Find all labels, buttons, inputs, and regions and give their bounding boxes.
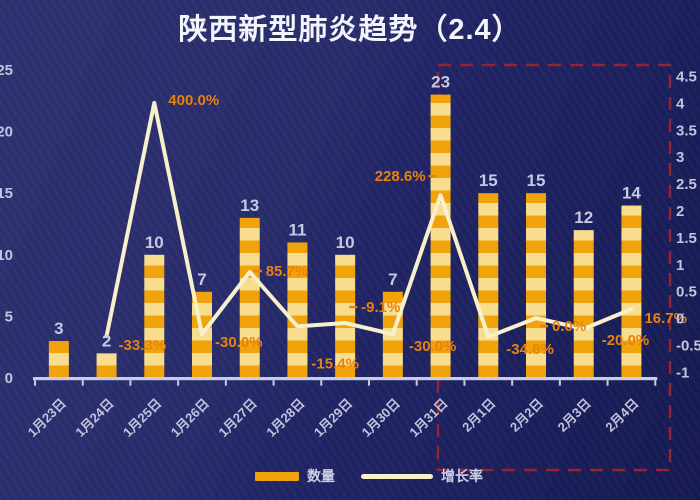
growth-rate-label: 228.6% [375,168,426,185]
x-axis-tick [368,380,371,386]
x-axis-tick [606,380,609,386]
y-axis-right-label: 4 [676,95,685,112]
x-axis-label: 1月30日 [359,396,403,440]
x-axis-label: 1月27日 [216,396,260,440]
y-axis-right-label: 0 [676,311,684,328]
y-axis-right-label: 1 [676,257,684,274]
bar-1月25日[interactable] [144,254,165,378]
bar-series-swatch [255,471,299,481]
bar-1月27日[interactable] [239,217,260,378]
x-axis-tick [463,380,466,386]
y-axis-right-label: -1 [676,364,689,381]
legend: 数量 增长率 [38,466,700,486]
growth-rate-line[interactable] [104,100,634,339]
x-axis-tick [129,380,132,386]
growth-rate-label: -15.4% [311,355,359,372]
bar-2月4日[interactable] [621,205,642,378]
bar-value-label: 10 [145,233,164,252]
growth-rate-label: 85.7% [266,263,309,280]
y-axis-left-label: 0 [5,370,13,387]
bar-value-label: 10 [336,233,355,252]
x-axis-tick [272,380,275,386]
x-axis-label: 2月1日 [459,396,498,435]
bar-2月3日[interactable] [573,230,594,378]
growth-rate-label: -20.0% [602,332,650,349]
bar-value-label: 2 [102,331,111,350]
growth-rate-label: 16.7% [644,310,687,327]
x-axis-tick [320,380,323,386]
x-axis-tick [654,380,657,386]
bar-value-label: 15 [479,171,498,190]
bar-1月23日[interactable] [48,341,69,378]
x-axis-tick [224,380,227,386]
y-axis-right-label: 0.5 [676,284,697,301]
bar-value-label: 12 [574,208,593,227]
bar-value-label: 15 [527,171,546,190]
growth-rate-label: -30.0% [409,338,457,355]
growth-rate-label: -9.1% [361,299,400,316]
x-axis-label: 1月26日 [168,396,212,440]
line-series-swatch [361,473,433,479]
y-axis-left-label: 20 [0,124,13,141]
bar-value-label: 14 [622,184,641,203]
bar-2月2日[interactable] [526,193,547,378]
x-axis-label: 1月28日 [263,396,307,440]
bar-1月31日[interactable] [430,94,451,378]
x-axis-tick [81,380,84,386]
y-axis-left-label: 25 [0,62,13,79]
x-axis-label: 1月31日 [406,396,450,440]
x-axis-tick [34,380,36,386]
y-axis-left-label: 15 [0,185,13,202]
x-axis-label: 1月23日 [25,396,69,440]
x-axis-label: 1月29日 [311,396,355,440]
growth-rate-label: 0.0% [552,318,586,335]
legend-item-bars[interactable]: 数量 [255,466,335,486]
y-axis-left-label: 10 [0,247,13,264]
y-axis-right-label: 1.5 [676,230,697,247]
chart-title: 陕西新型肺炎趋势（2.4） [178,14,522,46]
growth-rate-label: -34.8% [506,341,554,358]
bar-1月28日[interactable] [287,242,308,378]
y-axis-right-label: -0.5 [676,338,700,355]
x-axis-label: 1月25日 [120,396,164,440]
y-axis-right-label: 2.5 [676,176,697,193]
x-axis-tick [415,380,418,386]
growth-rate-label: 400.0% [168,92,219,109]
x-axis-label: 2月3日 [555,396,594,435]
legend-item-line[interactable]: 增长率 [361,466,483,486]
growth-rate-label: -33.3% [119,337,167,354]
x-axis-tick [177,380,180,386]
bar-value-label: 23 [431,73,450,92]
bar-value-label: 3 [54,319,63,338]
x-axis-tick [558,380,561,386]
bar-2月1日[interactable] [478,193,499,378]
growth-rate-label: -30.0% [215,334,263,351]
y-axis-right-label: 4.5 [676,69,697,86]
bar-value-label: 7 [388,270,397,289]
x-axis-label: 2月2日 [507,396,546,435]
bar-1月29日[interactable] [335,254,356,378]
y-axis-right-label: 3.5 [676,122,697,139]
x-axis-label: 2月4日 [602,396,641,435]
bar-value-label: 13 [240,196,259,215]
x-axis [33,377,658,381]
legend-label-bars: 数量 [307,468,335,484]
x-axis-tick [511,380,514,386]
legend-label-line: 增长率 [441,468,483,484]
bar-value-label: 11 [288,220,306,239]
bar-value-label: 7 [197,270,206,289]
y-axis-right-label: 2 [676,203,684,220]
y-axis-right-label: 3 [676,149,684,166]
y-axis-left-label: 5 [5,308,13,325]
highlight-box [436,63,672,472]
bar-1月24日[interactable] [96,353,117,378]
x-axis-label: 1月24日 [72,396,116,440]
